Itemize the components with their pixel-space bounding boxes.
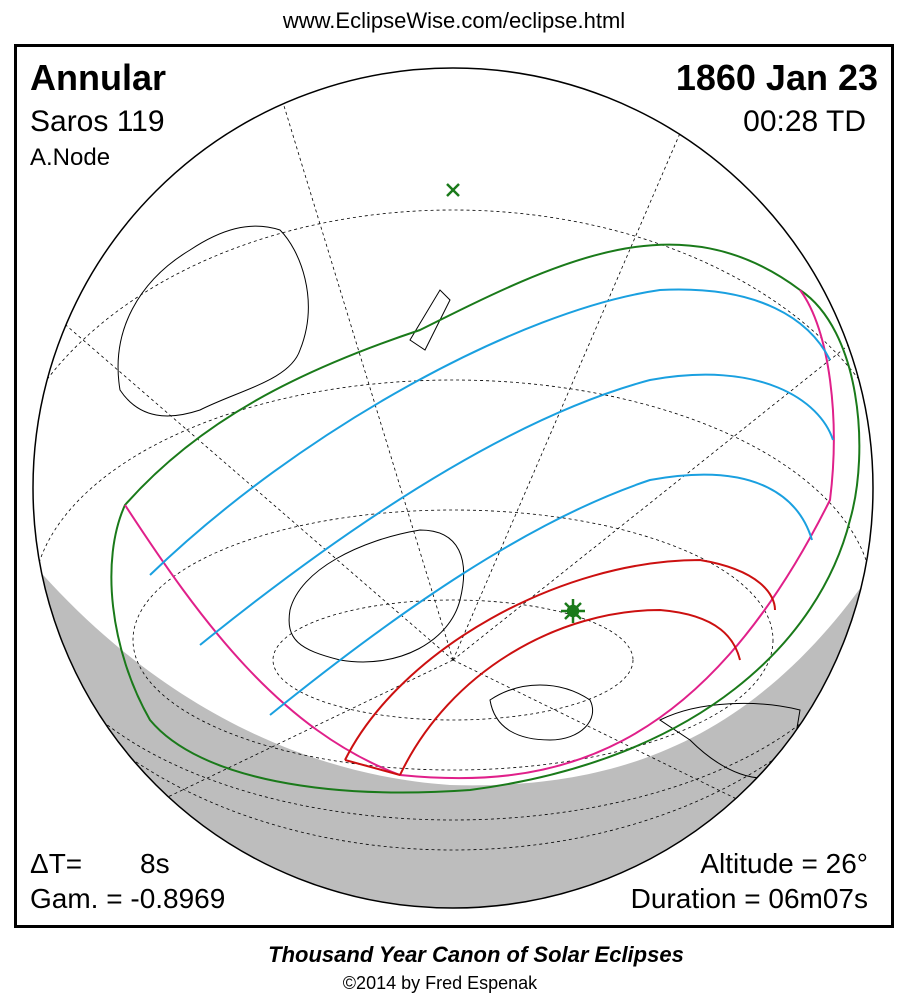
eclipse-time: 00:28 TD	[743, 105, 866, 138]
greatest-eclipse-marker	[561, 599, 585, 623]
saros: Saros 119	[30, 105, 165, 138]
penumbra-limit	[110, 243, 861, 794]
eclipse-date: 1860 Jan 23	[676, 57, 878, 98]
eclipse-type: Annular	[30, 57, 166, 98]
url: www.EclipseWise.com/eclipse.html	[282, 8, 625, 33]
rise-set-curve	[124, 289, 835, 780]
altitude: Altitude = 26°	[700, 848, 868, 879]
delta-t: 8s	[140, 848, 170, 879]
footer-title: Thousand Year Canon of Solar Eclipses	[268, 942, 684, 967]
graticule	[33, 68, 873, 851]
night-shade	[33, 560, 873, 908]
globe-outline	[32, 67, 874, 909]
copyright: ©2014 by Fred Espenak	[343, 973, 538, 993]
node: A.Node	[30, 144, 110, 171]
globe	[33, 68, 873, 908]
delta-t-label: ΔT=	[30, 848, 82, 879]
duration: Duration = 06m07s	[631, 883, 868, 914]
subsolar-marker	[446, 183, 460, 197]
annular-path	[344, 558, 776, 776]
magnitude-curves	[149, 288, 834, 716]
gamma: Gam. = -0.8969	[30, 883, 225, 914]
coastlines	[117, 225, 801, 779]
